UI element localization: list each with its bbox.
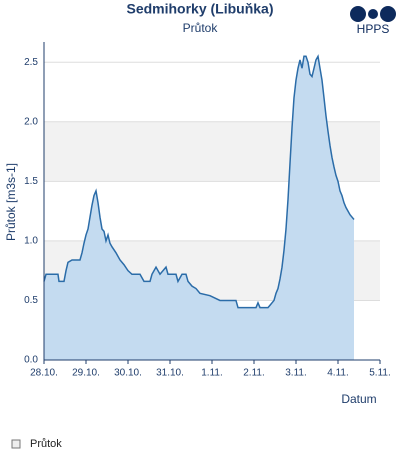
y-tick-label: 2.5 [24,57,38,68]
area [44,56,355,360]
chart-title: Sedmihorky (Libuňka) [126,1,273,17]
x-tick-label: 3.11. [285,368,307,379]
y-tick-label: 0.5 [24,295,38,306]
x-tick-label: 2.11. [243,368,265,379]
legend-swatch [11,439,21,449]
y-tick-label: 1.0 [24,236,38,247]
x-tick-label: 28.10. [30,368,58,379]
chart-subtitle: Průtok [183,21,219,35]
y-tick-label: 1.5 [24,176,38,187]
x-tick-label: 29.10. [72,368,100,379]
logo-text: HPPS [357,22,390,36]
y-tick-label: 0.0 [24,355,38,366]
x-tick-label: 31.10. [156,368,184,379]
y-axis-label: Průtok [m3s-1] [4,163,18,241]
x-tick-label: 1.11. [201,368,223,379]
y-tick-label: 2.0 [24,116,38,127]
logo: HPPS [350,6,396,36]
legend-label: Průtok [30,438,62,450]
x-tick-label: 4.11. [327,368,349,379]
x-axis-label: Datum [341,392,376,406]
x-tick-label: 30.10. [114,368,142,379]
x-tick-label: 5.11. [369,368,391,379]
line [43,54,355,309]
